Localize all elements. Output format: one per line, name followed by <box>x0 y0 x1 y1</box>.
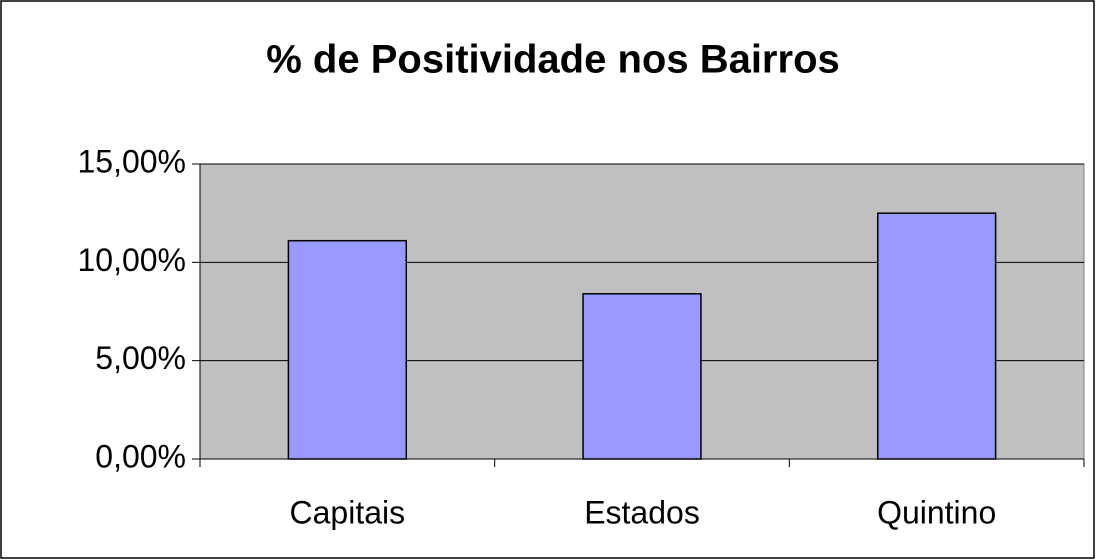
x-tick-label: Quintino <box>877 494 996 530</box>
y-tick-label: 5,00% <box>95 340 186 376</box>
bar <box>876 212 997 460</box>
x-tick-label: Estados <box>584 494 700 530</box>
x-tick-label: Capitais <box>290 494 406 530</box>
y-tick-label: 10,00% <box>77 242 186 278</box>
y-tick-label: 15,00% <box>77 143 186 179</box>
bar <box>287 239 408 460</box>
y-tick-label: 0,00% <box>95 438 186 474</box>
bar <box>582 293 702 460</box>
chart-title: % de Positividade nos Bairros <box>266 38 840 82</box>
